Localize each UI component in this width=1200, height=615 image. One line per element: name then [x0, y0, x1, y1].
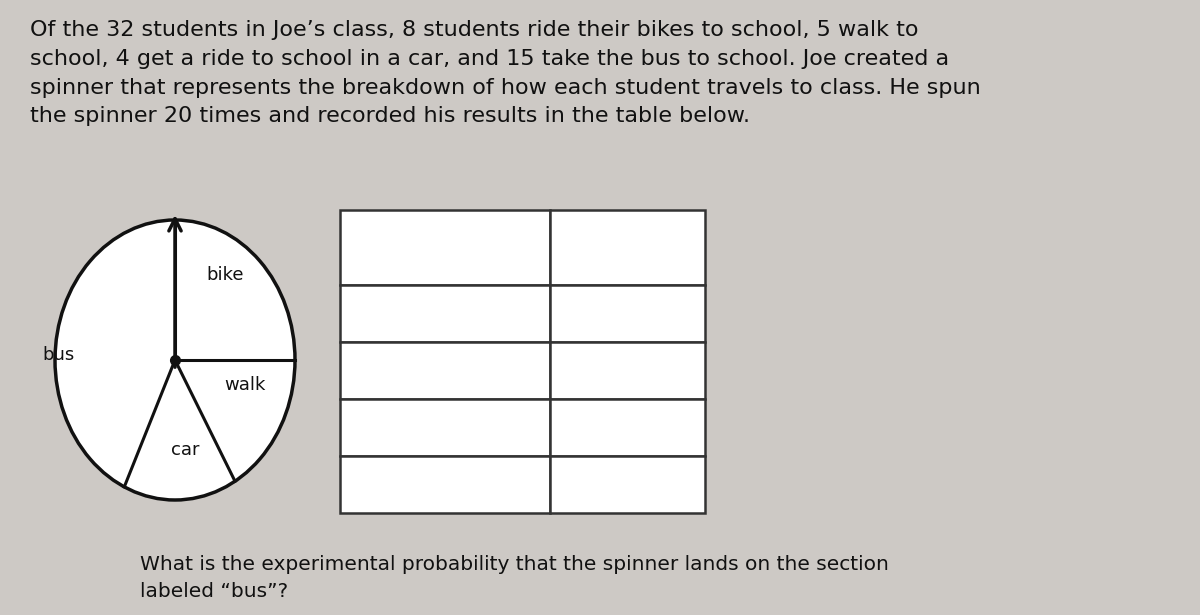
Ellipse shape	[55, 220, 295, 500]
Text: Number of
Times: Number of Times	[570, 227, 685, 268]
Text: What is the experimental probability that the spinner lands on the section
label: What is the experimental probability tha…	[140, 555, 889, 601]
Text: walk: walk	[224, 376, 265, 394]
Text: 2: 2	[622, 418, 634, 437]
Bar	[340, 210, 550, 285]
Text: 5: 5	[622, 304, 634, 323]
Text: Of the 32 students in Joe’s class, 8 students ride their bikes to school, 5 walk: Of the 32 students in Joe’s class, 8 stu…	[30, 20, 980, 127]
Text: car: car	[170, 441, 199, 459]
Bar	[340, 285, 550, 342]
Text: bike: bike	[206, 266, 244, 284]
Bar	[550, 285, 706, 342]
Bar	[550, 399, 706, 456]
Bar	[340, 342, 550, 399]
Text: walk: walk	[422, 361, 467, 380]
Text: 8: 8	[622, 475, 634, 494]
Bar	[550, 210, 706, 285]
Text: 5: 5	[622, 361, 634, 380]
Text: How Students Get
to School: How Students Get to School	[346, 227, 545, 268]
Text: bike: bike	[425, 304, 466, 323]
Bar	[550, 456, 706, 513]
Bar	[340, 456, 550, 513]
Text: bus: bus	[42, 346, 74, 364]
Text: bus: bus	[427, 475, 462, 494]
Bar	[340, 399, 550, 456]
Text: car: car	[430, 418, 461, 437]
Bar	[550, 342, 706, 399]
